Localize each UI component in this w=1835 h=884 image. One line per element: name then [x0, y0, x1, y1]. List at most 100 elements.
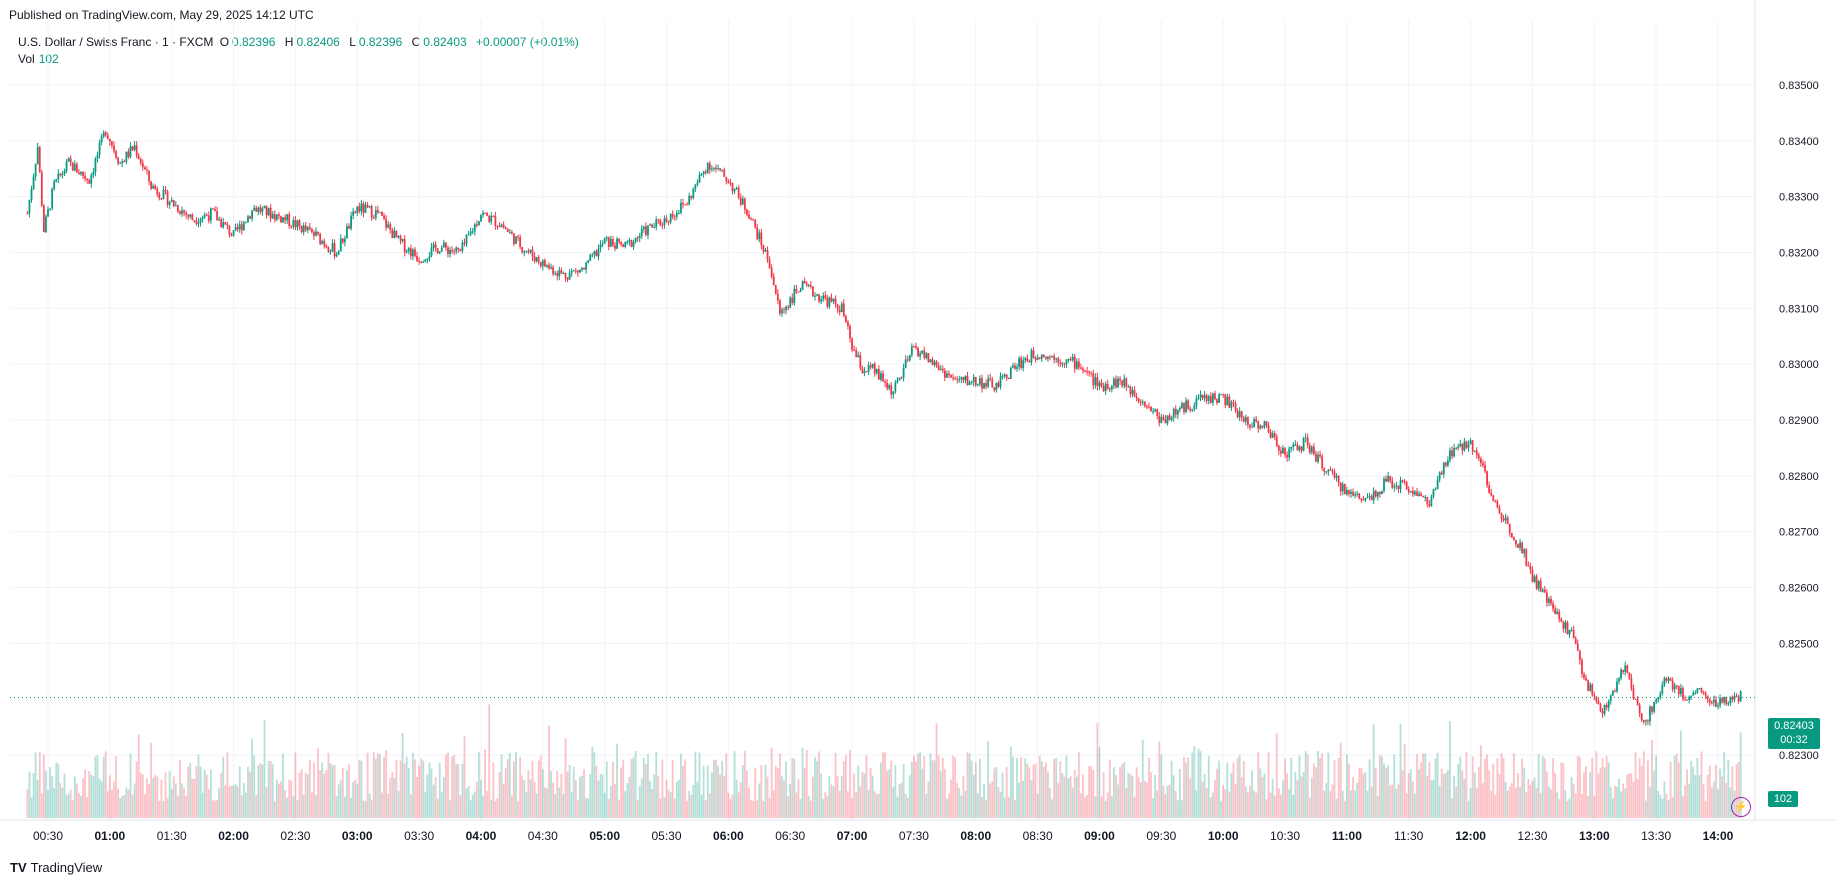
volume-bar — [1304, 751, 1307, 818]
candle-body — [1197, 397, 1200, 399]
volume-bar — [1422, 753, 1425, 818]
candle-body — [1416, 491, 1418, 496]
volume-bar — [247, 766, 249, 818]
candle-body — [892, 391, 895, 395]
volume-bar — [556, 770, 559, 818]
candle-body — [430, 247, 433, 257]
candle-body — [875, 369, 878, 374]
volume-bar — [566, 771, 569, 818]
candle-body — [1735, 695, 1738, 697]
lightning-icon[interactable]: ⚡ — [1731, 797, 1751, 817]
volume-bar — [405, 756, 408, 818]
volume-bar — [710, 772, 713, 818]
volume-bar — [568, 764, 571, 818]
volume-bar — [1638, 758, 1641, 818]
volume-bar — [1409, 769, 1412, 818]
candle-body — [1440, 472, 1443, 475]
candle-body — [207, 215, 210, 221]
volume-bar — [224, 784, 227, 818]
candle-body — [739, 197, 742, 205]
volume-bar — [1329, 791, 1332, 818]
volume-bar — [706, 765, 709, 818]
candle-body — [824, 295, 827, 299]
candle-body — [906, 359, 909, 361]
candle-body — [1181, 403, 1183, 409]
candle-body — [290, 225, 293, 227]
candle-body — [1240, 411, 1243, 418]
candle-body — [781, 309, 783, 314]
volume-bar — [1574, 793, 1577, 818]
volume-bar — [420, 758, 423, 818]
candle-body — [789, 297, 792, 308]
candle-body — [939, 368, 942, 370]
volume-bar — [1403, 743, 1406, 818]
volume-bar — [366, 752, 369, 818]
volume-bar — [1108, 759, 1111, 818]
candle-body — [331, 243, 334, 252]
candle-body — [690, 195, 693, 198]
candle-body — [642, 226, 645, 229]
volume-bar — [350, 797, 352, 818]
volume-bar — [1414, 793, 1416, 818]
volume-bar — [669, 792, 672, 818]
volume-bar — [682, 766, 684, 818]
high-label: H 0.82406 — [284, 35, 340, 49]
candle-body — [1024, 358, 1027, 361]
volume-legend[interactable]: Vol 102 — [18, 52, 59, 66]
volume-bar — [719, 774, 722, 818]
candle-body — [465, 234, 468, 244]
candle-body — [574, 270, 577, 272]
volume-bar — [1014, 799, 1016, 818]
volume-bar — [119, 798, 122, 818]
candle-body — [1409, 490, 1412, 492]
volume-bar — [640, 778, 643, 818]
volume-bar — [1471, 756, 1474, 818]
volume-bar — [923, 756, 926, 818]
candle-body — [1224, 394, 1227, 406]
candle-body — [1168, 415, 1171, 420]
footer-brand[interactable]: TV TradingView — [10, 860, 102, 875]
volume-bar — [570, 792, 573, 818]
volume-bar — [529, 779, 532, 818]
volume-bar — [1211, 792, 1214, 818]
volume-bar — [552, 782, 555, 818]
candle-body — [453, 251, 456, 253]
candle-body — [1611, 691, 1614, 696]
candle-body — [1020, 358, 1023, 368]
x-tick-label: 07:00 — [837, 829, 868, 843]
y-tick-label: 0.82900 — [1779, 415, 1819, 427]
candle-body — [960, 377, 963, 380]
volume-bar — [1251, 770, 1253, 818]
candle-body — [1203, 395, 1206, 399]
y-tick-label: 0.83400 — [1779, 136, 1819, 148]
candle-body — [869, 365, 872, 368]
volume-bar — [1236, 758, 1239, 818]
candle-body — [418, 260, 421, 263]
y-tick-label: 0.83200 — [1779, 248, 1819, 260]
volume-bar — [166, 798, 169, 818]
volume-bar — [1482, 783, 1484, 818]
volume-bar — [1694, 775, 1697, 818]
candle-body — [1469, 440, 1472, 445]
candle-body — [1166, 415, 1169, 424]
volume-bar — [589, 773, 592, 818]
candle-body — [1331, 470, 1334, 472]
candle-body — [783, 309, 785, 311]
symbol-name[interactable]: U.S. Dollar / Swiss Franc · 1 · FXCM — [18, 35, 214, 49]
volume-bar — [698, 752, 701, 818]
volume-bar — [723, 775, 726, 818]
candle-body — [144, 167, 146, 170]
volume-bar — [904, 794, 907, 818]
volume-bar — [1181, 800, 1183, 818]
candle-body — [531, 249, 534, 257]
volume-bar — [1473, 772, 1476, 818]
candle-body — [1286, 454, 1288, 458]
candle-body — [28, 199, 31, 214]
candle-body — [486, 213, 489, 216]
candle-body — [908, 355, 911, 361]
volume-bar — [1661, 798, 1664, 818]
candle-body — [1589, 684, 1592, 691]
x-tick-label: 03:30 — [404, 829, 434, 843]
candle-body — [1537, 580, 1540, 589]
